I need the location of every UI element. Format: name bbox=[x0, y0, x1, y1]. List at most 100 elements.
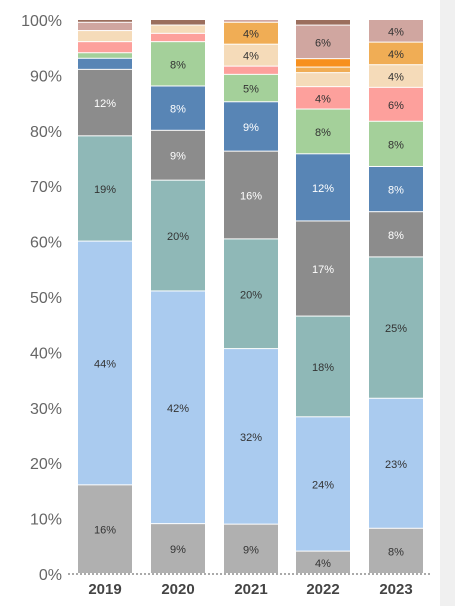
data-label: 20% bbox=[167, 231, 189, 243]
bar-segment bbox=[151, 33, 205, 42]
data-label: 9% bbox=[170, 151, 186, 163]
y-tick-label: 20% bbox=[30, 456, 62, 473]
x-category-label: 2020 bbox=[161, 581, 194, 598]
data-label: 8% bbox=[170, 59, 186, 71]
data-label: 25% bbox=[385, 323, 407, 335]
y-tick-label: 50% bbox=[30, 290, 62, 307]
data-label: 12% bbox=[94, 98, 116, 110]
bar-segment bbox=[224, 22, 278, 44]
bar-segment bbox=[78, 69, 132, 136]
data-label: 4% bbox=[243, 29, 259, 41]
bar-segment bbox=[78, 136, 132, 241]
bar-segment bbox=[369, 212, 423, 257]
data-label: 4% bbox=[315, 558, 331, 570]
bar-segment bbox=[224, 151, 278, 239]
data-label: 42% bbox=[167, 403, 189, 415]
bar-segment bbox=[224, 239, 278, 349]
bar-segment bbox=[296, 20, 350, 25]
x-category-label: 2022 bbox=[306, 581, 339, 598]
stacked-bar-chart: 0% 10% 20% 30% 40% 50% 60% 70% 80% 90% 100% 16% 44%… bbox=[21, 13, 432, 598]
data-label: 23% bbox=[385, 459, 407, 471]
data-label: 4% bbox=[388, 26, 404, 38]
data-label: 8% bbox=[388, 139, 404, 151]
y-tick-label: 70% bbox=[30, 179, 62, 196]
scrollbar-track[interactable] bbox=[440, 0, 455, 606]
x-category-label: 2019 bbox=[88, 581, 121, 598]
y-axis: 0% 10% 20% 30% 40% 50% 60% 70% 80% 90% 100% bbox=[21, 13, 62, 584]
data-label: 20% bbox=[240, 289, 262, 301]
y-tick-label: 40% bbox=[30, 345, 62, 362]
bar-segment bbox=[369, 65, 423, 87]
y-tick-label: 10% bbox=[30, 512, 62, 529]
bar-segment bbox=[369, 121, 423, 166]
bar-segment bbox=[296, 221, 350, 316]
y-tick-label: 0% bbox=[39, 567, 62, 584]
data-label: 8% bbox=[388, 230, 404, 242]
data-label: 24% bbox=[312, 479, 334, 491]
segment-labels: 16% 44% 19% 12% 9% 42% 20% 9% 8% 8% 9% 32% 20% 16% 9% 5… bbox=[94, 26, 407, 570]
bar-segment bbox=[151, 86, 205, 130]
data-label: 8% bbox=[315, 127, 331, 139]
bar-segment bbox=[151, 291, 205, 524]
bar-segment bbox=[78, 31, 132, 42]
bar-segment bbox=[369, 20, 423, 42]
x-category-label: 2021 bbox=[234, 581, 267, 598]
data-label: 44% bbox=[94, 358, 116, 370]
y-tick-label: 100% bbox=[21, 13, 62, 30]
bar-segment bbox=[296, 87, 350, 109]
bar-segment bbox=[296, 73, 350, 87]
bar-segment bbox=[369, 166, 423, 212]
bar-segment bbox=[78, 241, 132, 485]
data-label: 4% bbox=[388, 72, 404, 84]
data-label: 17% bbox=[312, 264, 334, 276]
bar-segment bbox=[78, 42, 132, 53]
bar-segment bbox=[296, 154, 350, 221]
bar-segment bbox=[224, 102, 278, 151]
bar-segment bbox=[151, 130, 205, 180]
data-label: 5% bbox=[243, 84, 259, 96]
data-label: 9% bbox=[243, 544, 259, 556]
bar-segment bbox=[78, 485, 132, 573]
data-label: 4% bbox=[388, 49, 404, 61]
bars bbox=[78, 20, 423, 573]
data-label: 6% bbox=[388, 100, 404, 112]
data-label: 16% bbox=[94, 525, 116, 537]
bar-segment bbox=[224, 524, 278, 573]
data-label: 16% bbox=[240, 191, 262, 203]
x-axis: 2019 2020 2021 2022 2023 bbox=[88, 581, 412, 598]
data-label: 9% bbox=[170, 544, 186, 556]
bar-segment bbox=[224, 66, 278, 74]
bar-segment bbox=[296, 316, 350, 417]
bar-segment bbox=[224, 74, 278, 102]
bar-segment bbox=[296, 25, 350, 59]
bar-segment bbox=[296, 417, 350, 551]
data-label: 4% bbox=[315, 93, 331, 105]
bar-segment bbox=[78, 22, 132, 31]
data-label: 9% bbox=[243, 122, 259, 134]
y-tick-label: 90% bbox=[30, 68, 62, 85]
bar-segment bbox=[151, 524, 205, 573]
y-tick-label: 60% bbox=[30, 235, 62, 252]
bar-segment bbox=[369, 257, 423, 398]
bar-segment bbox=[296, 59, 350, 67]
bar-segment bbox=[151, 20, 205, 25]
bar-segment bbox=[151, 42, 205, 86]
bar-segment bbox=[151, 180, 205, 291]
data-label: 19% bbox=[94, 184, 116, 196]
data-label: 8% bbox=[170, 104, 186, 116]
bar-segment bbox=[224, 349, 278, 524]
bar-segment bbox=[78, 53, 132, 58]
data-label: 8% bbox=[388, 185, 404, 197]
data-label: 6% bbox=[315, 37, 331, 49]
bar-segment bbox=[296, 67, 350, 73]
data-label: 18% bbox=[312, 362, 334, 374]
bar-segment bbox=[369, 42, 423, 65]
data-label: 12% bbox=[312, 183, 334, 195]
bar-segment bbox=[78, 58, 132, 69]
x-category-label: 2023 bbox=[379, 581, 412, 598]
bar-segment bbox=[369, 398, 423, 528]
bar-segment bbox=[369, 528, 423, 573]
y-tick-label: 30% bbox=[30, 401, 62, 418]
bar-segment bbox=[151, 25, 205, 33]
bar-segment bbox=[78, 20, 132, 22]
